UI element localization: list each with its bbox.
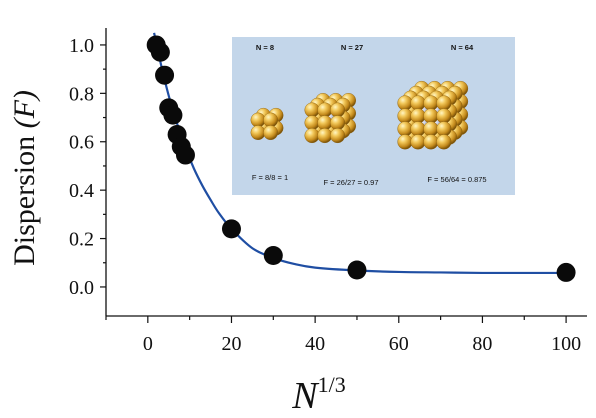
- tick-labels: 0.0 0.2 0.4 0.6 0.8 1.0 0 20 40 60 80 100: [69, 35, 581, 355]
- atom-sphere: [330, 102, 346, 118]
- inset-header-n27: N = 27: [341, 43, 363, 52]
- data-points: [146, 35, 576, 282]
- x-tick-label: 100: [551, 333, 581, 355]
- y-tick-label: 0.2: [69, 229, 94, 251]
- data-point: [263, 245, 283, 265]
- atom-sphere: [436, 134, 452, 150]
- cluster-image-n8: [250, 107, 284, 141]
- data-point: [150, 42, 170, 62]
- atom-sphere: [423, 134, 439, 150]
- data-point: [175, 145, 195, 165]
- atom-sphere: [410, 121, 426, 137]
- inset-formula-n64: F = 56/64 = 0.875: [427, 175, 486, 184]
- atom-sphere: [436, 121, 452, 137]
- atom-sphere: [436, 95, 452, 111]
- y-tick-label: 0.6: [69, 132, 94, 154]
- atom-sphere: [397, 121, 413, 137]
- atom-sphere: [397, 134, 413, 150]
- cluster-image-n27: [304, 93, 357, 144]
- atom-sphere: [317, 102, 333, 118]
- atom-sphere: [330, 128, 346, 144]
- cluster-inset: N = 8 N = 27 N = 64 F = 8/8 = 1 F = 26/2…: [232, 37, 515, 195]
- atom-sphere: [250, 112, 266, 128]
- atom-sphere: [397, 108, 413, 124]
- data-point: [163, 105, 183, 125]
- atom-sphere: [263, 112, 278, 128]
- axes: [105, 28, 587, 317]
- y-tick-label: 0.8: [69, 83, 94, 105]
- atom-sphere: [410, 108, 426, 124]
- inset-header-n64: N = 64: [451, 43, 474, 52]
- x-tick-label: 80: [472, 333, 492, 355]
- y-tick-label: 0.4: [69, 180, 94, 202]
- atom-sphere: [317, 115, 333, 131]
- data-point: [221, 219, 241, 239]
- y-tick-label: 0.0: [69, 277, 94, 299]
- data-point: [347, 260, 367, 280]
- atom-sphere: [410, 134, 426, 150]
- inset-header-n8: N = 8: [256, 43, 274, 52]
- x-tick-label: 40: [305, 333, 325, 355]
- x-tick-label: 20: [221, 333, 241, 355]
- atom-sphere: [330, 115, 346, 131]
- atom-sphere: [436, 108, 452, 124]
- data-point: [556, 262, 576, 282]
- atom-sphere: [250, 125, 266, 141]
- data-point: [155, 65, 175, 85]
- atom-sphere: [304, 128, 320, 144]
- atom-sphere: [423, 121, 439, 137]
- atom-sphere: [263, 125, 278, 141]
- atom-sphere: [397, 95, 413, 111]
- atom-sphere: [304, 115, 320, 131]
- atom-sphere: [410, 95, 426, 111]
- y-tick-label: 1.0: [69, 35, 94, 57]
- atom-sphere: [317, 128, 333, 144]
- x-tick-label: 0: [143, 333, 153, 355]
- x-axis-label: N1/3: [291, 372, 345, 417]
- x-tick-label: 60: [389, 333, 409, 355]
- atom-sphere: [423, 95, 439, 111]
- atom-sphere: [423, 108, 439, 124]
- inset-formula-n27: F = 26/27 = 0.97: [323, 178, 378, 187]
- inset-formula-n8: F = 8/8 = 1: [252, 173, 288, 182]
- cluster-image-n64: [397, 80, 469, 150]
- ticks: [100, 44, 567, 323]
- y-axis-label: Dispersion (F): [8, 90, 41, 266]
- atom-sphere: [304, 102, 320, 118]
